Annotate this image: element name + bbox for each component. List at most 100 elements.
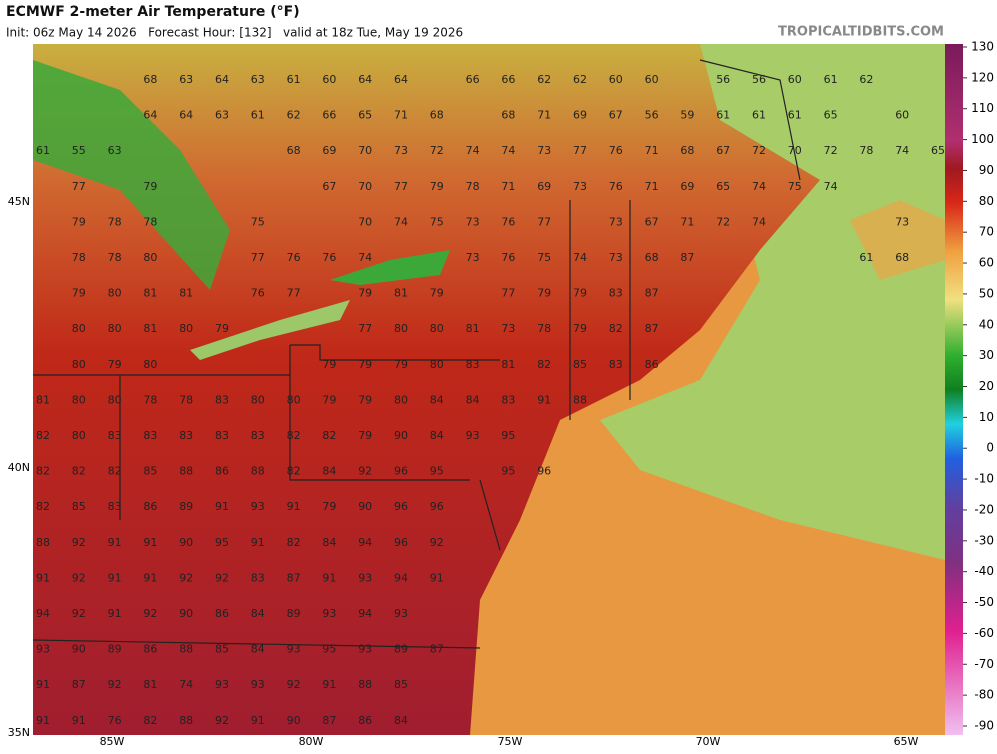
colorbar-label: 0: [986, 441, 994, 455]
station-temp: 65: [358, 109, 372, 122]
station-temp: 56: [752, 73, 766, 86]
station-temp: 86: [215, 465, 229, 478]
station-temp: 63: [251, 73, 265, 86]
station-temp: 93: [287, 643, 301, 656]
station-temp: 78: [143, 215, 157, 228]
station-temp: 55: [72, 144, 86, 157]
station-temp: 77: [501, 287, 515, 300]
borders: [32, 59, 801, 649]
station-temp: 81: [143, 287, 157, 300]
colorbar-label: -20: [974, 502, 994, 516]
colorbar-label: -10: [974, 472, 994, 486]
station-temp: 72: [430, 144, 444, 157]
station-temp: 87: [645, 322, 659, 335]
lat-label: 45N: [8, 195, 30, 208]
station-temp: 90: [179, 536, 193, 549]
station-temp: 83: [143, 429, 157, 442]
lon-label: 65W: [894, 735, 919, 748]
station-temp: 82: [36, 429, 50, 442]
station-temp: 79: [322, 393, 336, 406]
station-temp: 83: [108, 500, 122, 513]
colorbar-label: -80: [974, 688, 994, 702]
station-temp: 93: [251, 678, 265, 691]
station-temp: 90: [358, 500, 372, 513]
station-temp: 60: [322, 73, 336, 86]
station-temp: 65: [931, 144, 945, 157]
station-temp: 79: [358, 358, 372, 371]
station-temp: 78: [108, 251, 122, 264]
station-temp: 84: [430, 429, 444, 442]
colorbar-label: 10: [979, 410, 994, 424]
station-temp: 93: [215, 678, 229, 691]
station-temp: 81: [143, 322, 157, 335]
station-temp: 80: [430, 322, 444, 335]
colorbar-label: 100: [971, 132, 994, 146]
station-temp: 80: [430, 358, 444, 371]
station-temp: 68: [501, 109, 515, 122]
station-temp: 83: [215, 393, 229, 406]
station-temp: 62: [859, 73, 873, 86]
station-temp: 71: [645, 144, 659, 157]
station-temp: 82: [72, 465, 86, 478]
station-temp: 64: [179, 109, 193, 122]
station-temp: 88: [36, 536, 50, 549]
lat-label: 40N: [8, 461, 30, 474]
nova-scotia: [850, 200, 945, 280]
station-temp: 60: [609, 73, 623, 86]
colorbar-label: 20: [979, 379, 994, 393]
station-temp: 82: [36, 465, 50, 478]
station-temp: 79: [573, 287, 587, 300]
station-temp: 61: [716, 109, 730, 122]
station-temp: 80: [287, 393, 301, 406]
station-temp: 62: [537, 73, 551, 86]
station-temp: 74: [358, 251, 372, 264]
station-temp: 71: [537, 109, 551, 122]
colorbar-label: 110: [971, 101, 994, 115]
station-temp: 93: [251, 500, 265, 513]
station-temp: 87: [645, 287, 659, 300]
station-temp: 79: [358, 393, 372, 406]
station-temp: 68: [895, 251, 909, 264]
station-temp: 92: [143, 607, 157, 620]
station-temp: 81: [466, 322, 480, 335]
station-temp: 81: [36, 393, 50, 406]
lake-michigan-huron: [33, 60, 230, 290]
station-temp: 61: [752, 109, 766, 122]
station-temp: 67: [645, 215, 659, 228]
station-temp: 64: [143, 109, 157, 122]
station-temp: 73: [537, 144, 551, 157]
station-temp: 61: [36, 144, 50, 157]
station-temp: 72: [824, 144, 838, 157]
map: [32, 44, 945, 735]
station-temp: 82: [287, 465, 301, 478]
station-temp: 68: [430, 109, 444, 122]
station-temp: 77: [573, 144, 587, 157]
station-temp: 68: [287, 144, 301, 157]
station-temp: 91: [72, 714, 86, 727]
station-temp: 87: [680, 251, 694, 264]
station-temp: 74: [501, 144, 515, 157]
station-temp: 87: [287, 571, 301, 584]
station-temp: 80: [179, 322, 193, 335]
station-temp: 94: [358, 536, 372, 549]
station-temp: 81: [501, 358, 515, 371]
station-temp: 69: [680, 180, 694, 193]
station-temp: 83: [108, 429, 122, 442]
station-temp: 82: [143, 714, 157, 727]
station-temp: 74: [573, 251, 587, 264]
station-temp: 95: [322, 643, 336, 656]
station-temp: 79: [108, 358, 122, 371]
station-temp: 85: [573, 358, 587, 371]
station-temp: 73: [895, 215, 909, 228]
station-temp: 79: [143, 180, 157, 193]
station-temp: 79: [394, 358, 408, 371]
station-temp: 82: [322, 429, 336, 442]
station-temp: 92: [215, 714, 229, 727]
station-temp: 82: [287, 429, 301, 442]
station-temp: 91: [143, 536, 157, 549]
station-temp: 94: [36, 607, 50, 620]
station-temp: 91: [108, 536, 122, 549]
station-temp: 63: [179, 73, 193, 86]
colorbar-label: -40: [974, 564, 994, 578]
station-temp: 91: [430, 571, 444, 584]
